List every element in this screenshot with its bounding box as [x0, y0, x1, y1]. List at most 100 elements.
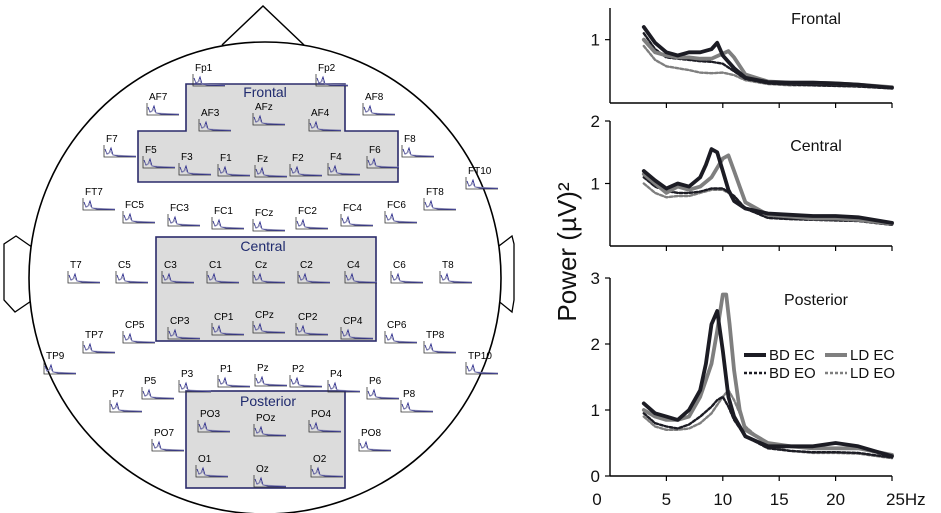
electrode-t8: T8: [439, 260, 473, 284]
electrode-trace-alt: [367, 392, 400, 399]
legend-label-bd-ec: BD EC: [769, 347, 815, 364]
electrode-axes: [178, 380, 211, 393]
electrode-trace-alt: [162, 276, 195, 283]
electrode-axes: [289, 164, 322, 177]
electrode-p6: P6: [366, 376, 400, 400]
electrode-trace: [290, 376, 323, 387]
electrode-label: PO8: [361, 428, 381, 439]
electrode-trace-alt: [311, 470, 344, 477]
x-tick-label: 10: [713, 490, 732, 509]
y-tick-label: 1: [591, 175, 600, 194]
electrode-trace-alt: [143, 161, 176, 168]
electrode-label: FC6: [387, 200, 406, 211]
electrode-trace: [385, 332, 418, 343]
electrode-oz: Oz: [253, 464, 287, 488]
x-tick-label: 25Hz: [886, 490, 926, 509]
electrode-fc6: FC6: [384, 200, 418, 224]
electrode-trace: [255, 166, 288, 177]
electrode-axes: [211, 217, 244, 230]
electrode-c5: C5: [115, 260, 149, 284]
electrode-trace: [104, 146, 137, 157]
electrode-tp7: TP7: [82, 330, 116, 354]
region-title-posterior: Posterior: [240, 393, 296, 409]
electrode-axes: [358, 439, 391, 452]
electrode-f8: F8: [401, 134, 435, 158]
electrode-label: TP7: [85, 330, 104, 341]
electrode-axes: [206, 271, 239, 284]
y-tick-label: 3: [591, 269, 600, 288]
nose-outline: [221, 4, 305, 46]
electrode-cp2: CP2: [295, 312, 329, 336]
electrode-trace-alt: [253, 276, 286, 283]
region-title-central: Central: [240, 238, 285, 254]
electrode-axes: [103, 145, 136, 158]
electrode-p8: P8: [400, 389, 434, 413]
electrode-label: AFz: [255, 102, 273, 113]
electrode-trace: [328, 381, 361, 392]
electrode-fc4: FC4: [340, 203, 374, 227]
electrode-trace-alt: [123, 216, 156, 223]
electrode-po7: PO7: [151, 428, 185, 452]
electrode-axes: [253, 475, 286, 488]
electrode-axes: [315, 74, 348, 87]
electrode-label: AF4: [311, 108, 330, 119]
electrode-trace-alt: [316, 79, 349, 86]
electrode-axes: [197, 420, 230, 433]
electrode-fc3: FC3: [167, 203, 201, 227]
electrode-label: FC1: [214, 206, 233, 217]
electrode-axes: [362, 103, 395, 116]
electrode-trace: [218, 165, 251, 176]
electrode-trace: [385, 212, 418, 223]
electrode-axes: [308, 420, 341, 433]
electrode-trace: [328, 164, 361, 175]
electrode-trace: [179, 164, 212, 175]
electrode-cp1: CP1: [211, 312, 245, 336]
electrode-trace: [341, 328, 374, 339]
electrode-f7: F7: [103, 134, 137, 158]
electrode-axes: [192, 74, 225, 87]
electrode-trace: [218, 376, 251, 387]
chart-panels: 1 Frontal 1 2 Central 0 1 2 3 5 10 15 20 25Hz Posterio…: [591, 8, 926, 509]
electrode-axes: [211, 323, 244, 336]
electrode-trace-alt: [253, 118, 286, 125]
electrode-label: P1: [220, 364, 233, 375]
electrode-trace-alt: [391, 276, 424, 283]
electrode-trace-alt: [359, 444, 392, 451]
y-axis-label: Power (µV)²: [552, 182, 582, 322]
electrode-axes: [82, 198, 115, 211]
electrode-c2: C2: [297, 260, 331, 284]
electrode-pz: Pz: [254, 363, 288, 387]
electrode-trace: [44, 363, 77, 374]
electrode-trace-alt: [212, 328, 245, 335]
electrode-label: FC3: [170, 203, 189, 214]
electrode-axes: [146, 103, 179, 116]
panel-central: 1 2 Central: [591, 112, 894, 251]
electrode-po4: PO4: [308, 409, 342, 433]
electrode-trace-alt: [254, 480, 287, 487]
electrode-p7: P7: [109, 389, 143, 413]
electrode-trace: [253, 272, 286, 283]
electrode-trace: [110, 401, 143, 412]
electrode-poz: POz: [253, 413, 287, 437]
electrode-label: AF7: [149, 92, 168, 103]
electrode-trace-alt: [147, 108, 180, 115]
electrode-axes: [401, 145, 434, 158]
electrode-label: POz: [256, 413, 275, 424]
posterior-region-box: [185, 390, 346, 489]
electrode-axes: [195, 465, 228, 478]
electrode-trace: [253, 220, 286, 231]
electrode-trace-alt: [401, 405, 434, 412]
electrode-axes: [384, 211, 417, 224]
panel-title: Frontal: [791, 11, 841, 28]
head-map: Frontal Central Posterior Fp1 Fp2 AF7 AF3 AF…: [3, 4, 515, 513]
electrode-cp3: CP3: [167, 316, 201, 340]
electrode-f6: F6: [366, 145, 400, 169]
electrode-trace: [207, 272, 240, 283]
electrode-trace: [253, 322, 286, 333]
electrode-trace-alt: [309, 124, 342, 131]
electrode-label: C3: [164, 260, 177, 271]
electrode-axes: [400, 400, 433, 413]
electrode-o2: O2: [310, 454, 344, 478]
electrode-label: P3: [181, 369, 194, 380]
electrode-axes: [142, 156, 175, 169]
